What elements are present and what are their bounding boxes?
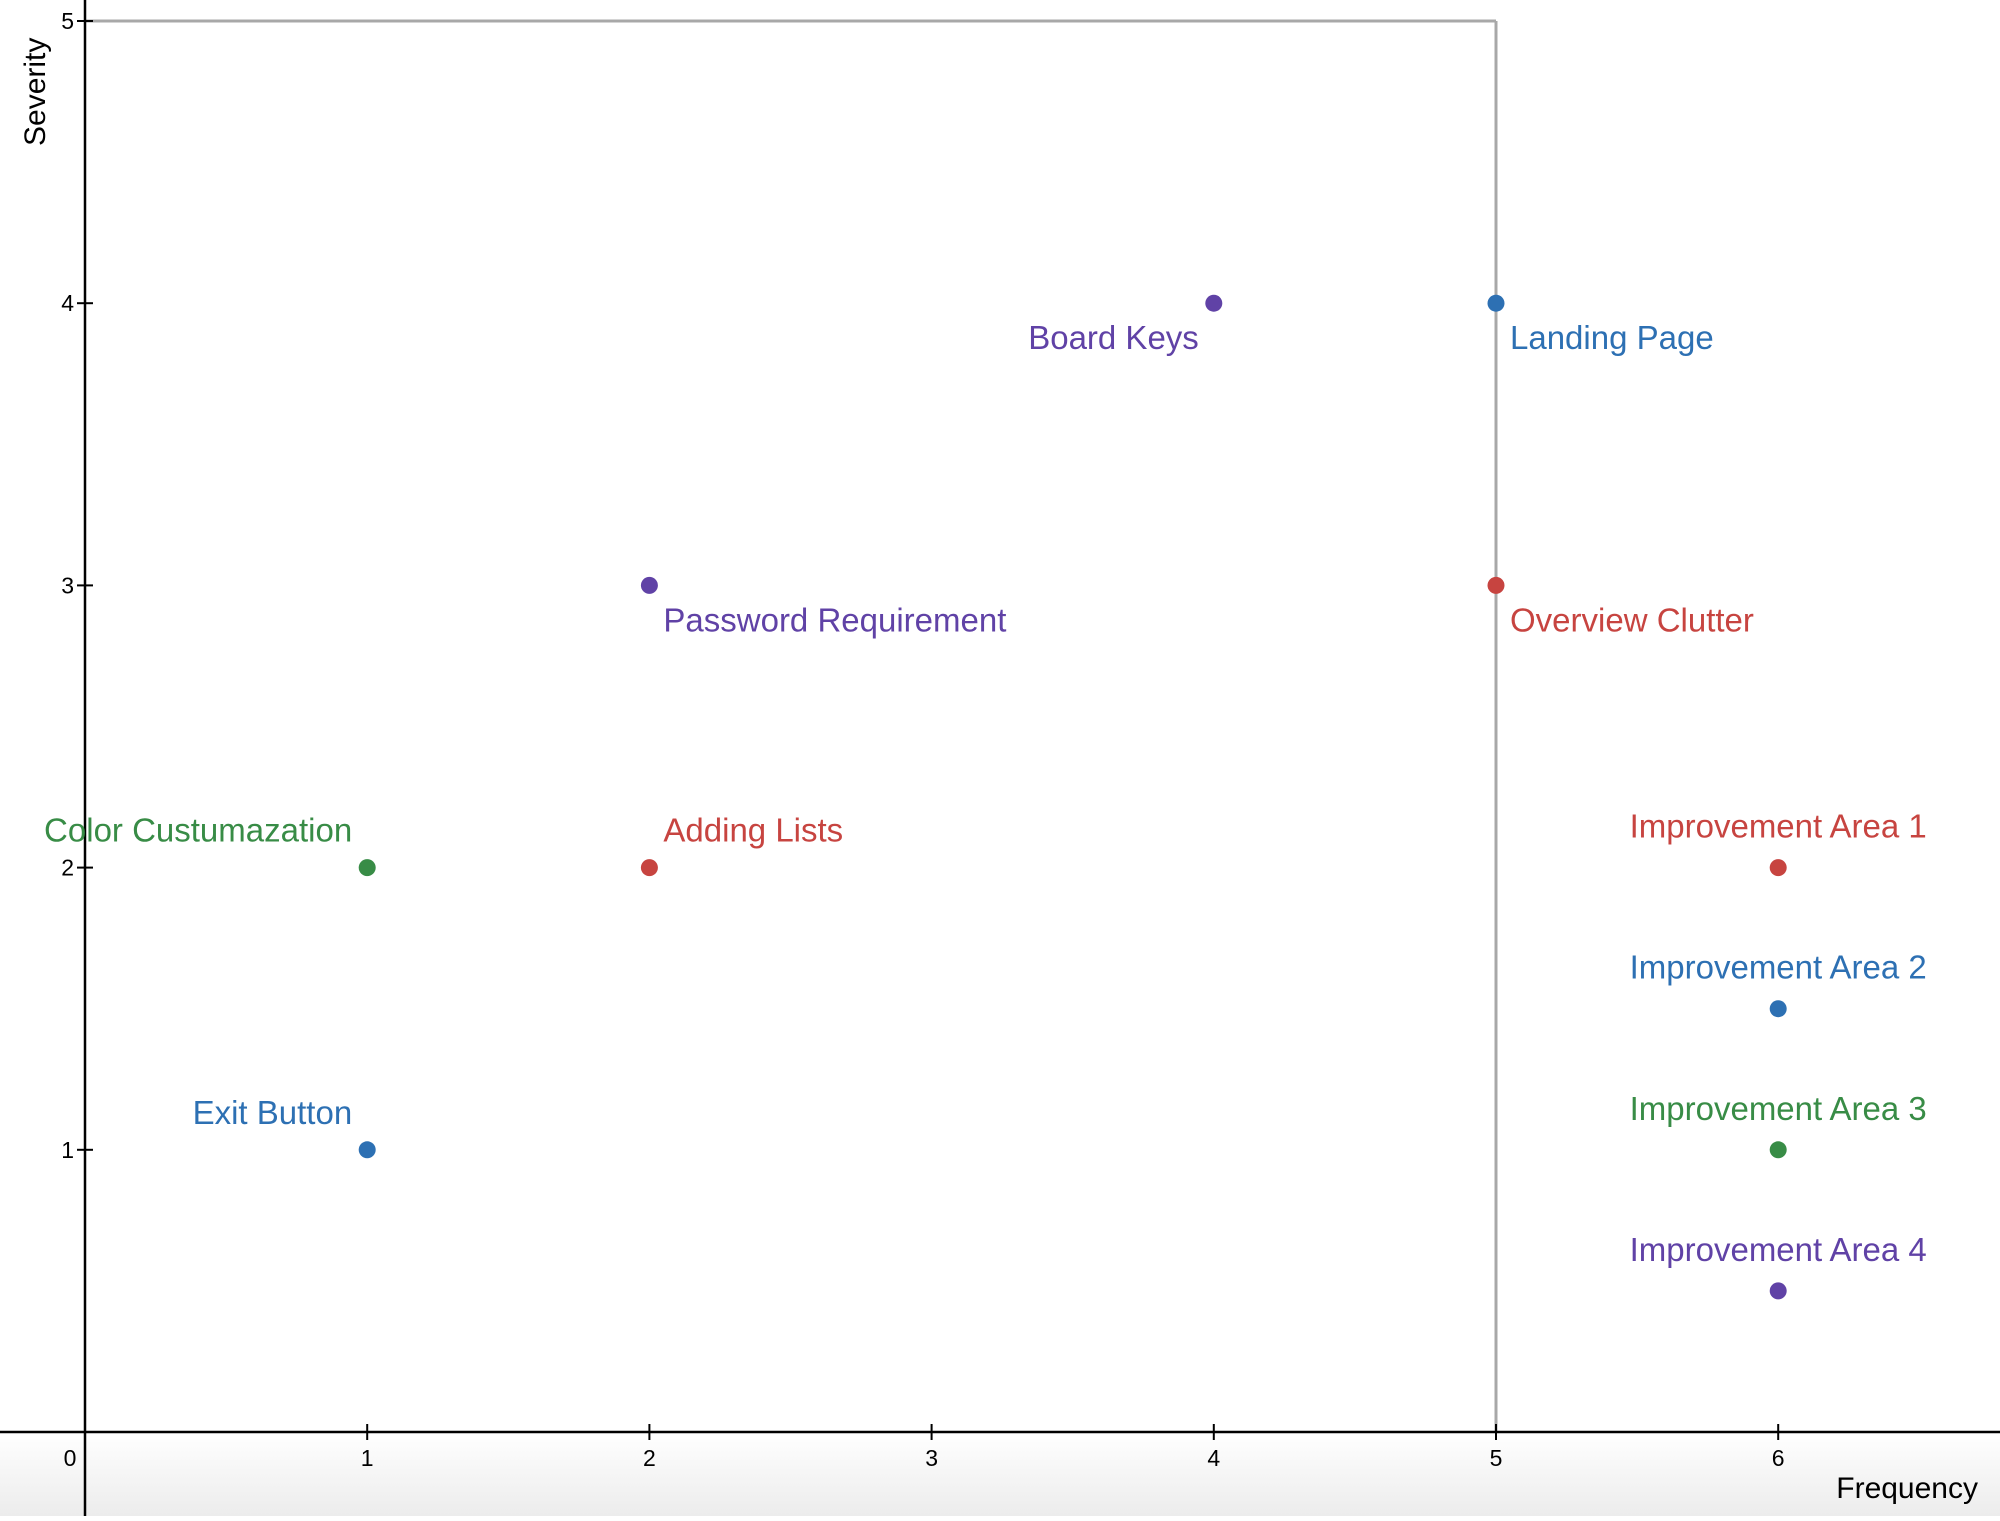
x-tick-label: 2 — [643, 1445, 656, 1471]
data-point — [1487, 576, 1505, 594]
x-axis-title: Frequency — [1836, 1472, 1978, 1505]
tick-marks: 0 1 2 3 4 5 6 1 2 3 4 5 — [61, 8, 1784, 1471]
y-tick-label: 4 — [61, 290, 74, 316]
x-tick-label: 1 — [361, 1445, 374, 1471]
data-point — [358, 859, 376, 877]
x-tick-label: 5 — [1490, 1445, 1503, 1471]
x-tick-label: 3 — [925, 1445, 938, 1471]
data-point — [1769, 1141, 1787, 1159]
data-point-label: Password Requirement — [663, 601, 1006, 638]
bottom-shade — [0, 1432, 2000, 1516]
y-tick-label: 2 — [61, 855, 74, 881]
data-point — [1769, 859, 1787, 877]
boundary-box — [85, 19, 1498, 1432]
x-tick-label: 6 — [1772, 1445, 1785, 1471]
point-labels: Board Keys Landing Page Password Requireme… — [44, 319, 1927, 1268]
data-point-label: Color Custumazation — [44, 812, 352, 849]
x-tick-label: 4 — [1207, 1445, 1220, 1471]
y-axis-title: Severity — [19, 38, 52, 146]
data-point-label: Improvement Area 2 — [1630, 949, 1927, 986]
data-point — [1769, 1000, 1787, 1018]
data-point-label: Board Keys — [1028, 319, 1199, 356]
y-tick-label: 1 — [61, 1137, 74, 1163]
data-points — [358, 294, 1787, 1300]
data-point — [640, 859, 658, 877]
data-point-label: Adding Lists — [663, 812, 843, 849]
data-point — [1769, 1282, 1787, 1300]
data-point — [358, 1141, 376, 1159]
data-point-label: Improvement Area 3 — [1630, 1090, 1927, 1127]
data-point-label: Landing Page — [1510, 319, 1714, 356]
data-point-label: Overview Clutter — [1510, 601, 1754, 638]
data-point — [1487, 294, 1505, 312]
data-point-label: Exit Button — [193, 1094, 353, 1131]
data-point — [1205, 294, 1223, 312]
x-tick-label: 0 — [64, 1445, 77, 1471]
data-point-label: Improvement Area 1 — [1630, 808, 1927, 845]
data-point-label: Improvement Area 4 — [1630, 1231, 1927, 1268]
y-tick-label: 5 — [61, 8, 74, 34]
data-point — [640, 576, 658, 594]
y-tick-label: 3 — [61, 572, 74, 598]
